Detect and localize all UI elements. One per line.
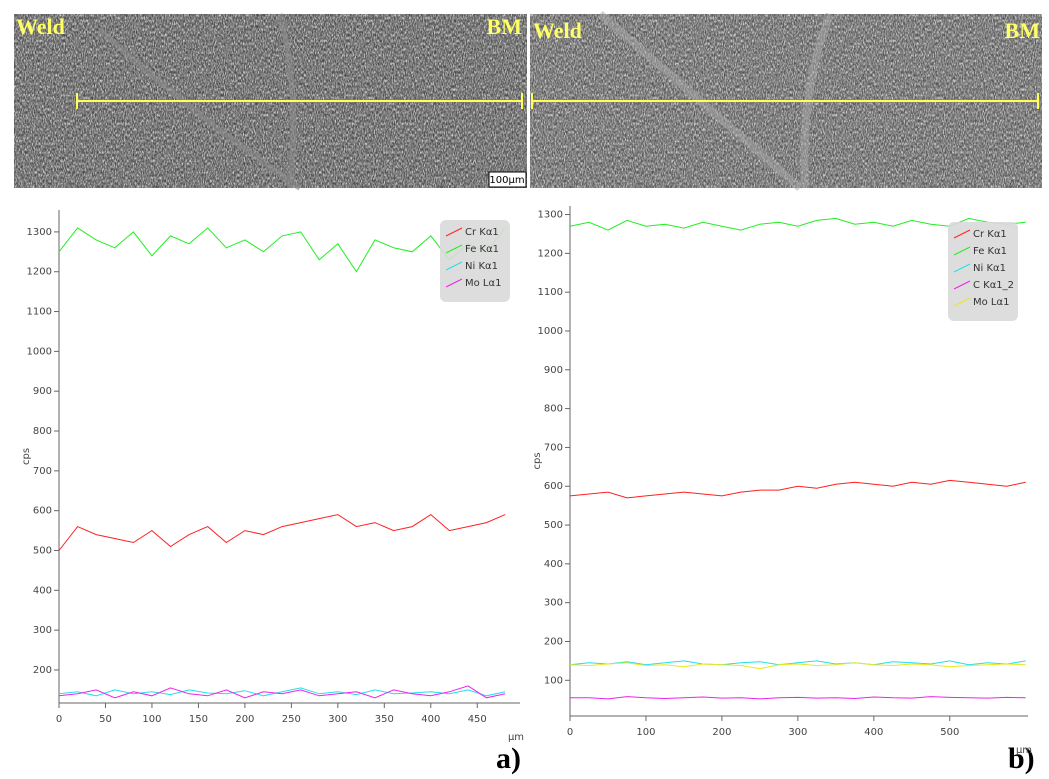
y-tick-label: 200: [33, 665, 52, 676]
x-tick-label: 400: [864, 727, 883, 738]
sem-image-b: Weld BM: [530, 10, 1042, 192]
y-tick-label: 400: [544, 559, 563, 570]
y-tick-label: 1000: [538, 326, 563, 337]
x-tick-label: 250: [282, 714, 301, 725]
y-tick-label: 700: [544, 442, 563, 453]
legend-box: [948, 222, 1018, 321]
legend-swatch: [953, 263, 971, 273]
image-label: BM: [1005, 18, 1041, 43]
y-tick-label: 500: [544, 520, 563, 531]
legend-label: C Kα1_2: [973, 280, 1014, 291]
x-tick-label: 450: [468, 714, 487, 725]
y-tick-label: 1200: [538, 248, 563, 259]
x-tick-label: 300: [788, 727, 807, 738]
y-tick-label: 600: [544, 481, 563, 492]
y-tick-label: 800: [33, 426, 52, 437]
image-label: BM: [487, 14, 523, 39]
y-tick-label: 1000: [27, 346, 52, 357]
legend-swatch: [953, 246, 971, 256]
y-tick-label: 1100: [538, 287, 563, 298]
legend-swatch: [445, 227, 463, 237]
sem-image-a: 100µm Weld BM: [14, 13, 527, 191]
x-axis-label: µm: [1016, 745, 1032, 756]
x-tick-label: 100: [636, 727, 655, 738]
legend-label: Fe Kα1: [465, 244, 499, 255]
x-tick-label: 0: [567, 727, 573, 738]
series-line: [58, 227, 506, 273]
legend-label: Mo Lα1: [973, 297, 1009, 308]
image-label: Weld: [533, 18, 582, 43]
image-label: Weld: [16, 14, 65, 39]
series-line: [58, 513, 506, 551]
chart: 2003004005006007008009001000110012001300…: [21, 210, 524, 743]
y-axis-label: cps: [21, 448, 32, 465]
legend-swatch: [953, 297, 971, 307]
legend-swatch: [445, 278, 463, 288]
x-tick-label: 350: [375, 714, 394, 725]
legend-label: Cr Kα1: [465, 227, 499, 238]
y-tick-label: 300: [544, 598, 563, 609]
x-tick-label: 100: [142, 714, 161, 725]
y-tick-label: 500: [33, 545, 52, 556]
legend-label: Fe Kα1: [973, 246, 1007, 257]
y-tick-label: 1200: [27, 267, 52, 278]
y-tick-label: 1300: [538, 210, 563, 221]
y-axis-label: cps: [532, 452, 543, 469]
x-tick-label: 0: [56, 714, 62, 725]
x-tick-label: 500: [940, 727, 959, 738]
series-line: [58, 685, 506, 699]
y-tick-label: 100: [544, 675, 563, 686]
y-tick-label: 600: [33, 506, 52, 517]
x-tick-label: 200: [712, 727, 731, 738]
legend-swatch: [953, 229, 971, 239]
y-tick-label: 400: [33, 585, 52, 596]
y-tick-label: 300: [33, 625, 52, 636]
x-tick-label: 300: [328, 714, 347, 725]
legend-swatch: [953, 280, 971, 290]
y-tick-label: 900: [544, 365, 563, 376]
series-line: [58, 687, 506, 697]
series-line: [570, 696, 1026, 700]
series-line: [569, 479, 1026, 499]
x-tick-label: 200: [235, 714, 254, 725]
y-tick-label: 200: [544, 636, 563, 647]
legend-swatch: [445, 261, 463, 271]
x-tick-label: 400: [421, 714, 440, 725]
legend-label: Ni Kα1: [465, 261, 498, 272]
legend-swatch: [445, 244, 463, 254]
x-tick-label: 50: [99, 714, 112, 725]
x-axis-label: µm: [508, 732, 524, 743]
series-line: [569, 660, 1026, 666]
series-line: [569, 662, 1026, 670]
scale-bar: 100µm: [489, 175, 524, 186]
panel-label: b): [1008, 742, 1035, 775]
legend-label: Ni Kα1: [973, 263, 1006, 274]
legend-label: Mo Lα1: [465, 278, 501, 289]
chart: 1002003004005006007008009001000110012001…: [532, 206, 1032, 756]
y-tick-label: 1300: [27, 227, 52, 238]
y-tick-label: 700: [33, 466, 52, 477]
legend-label: Cr Kα1: [973, 229, 1007, 240]
panel-label: a): [496, 742, 521, 775]
y-tick-label: 900: [33, 386, 52, 397]
y-tick-label: 800: [544, 404, 563, 415]
y-tick-label: 1100: [27, 307, 52, 318]
x-tick-label: 150: [189, 714, 208, 725]
